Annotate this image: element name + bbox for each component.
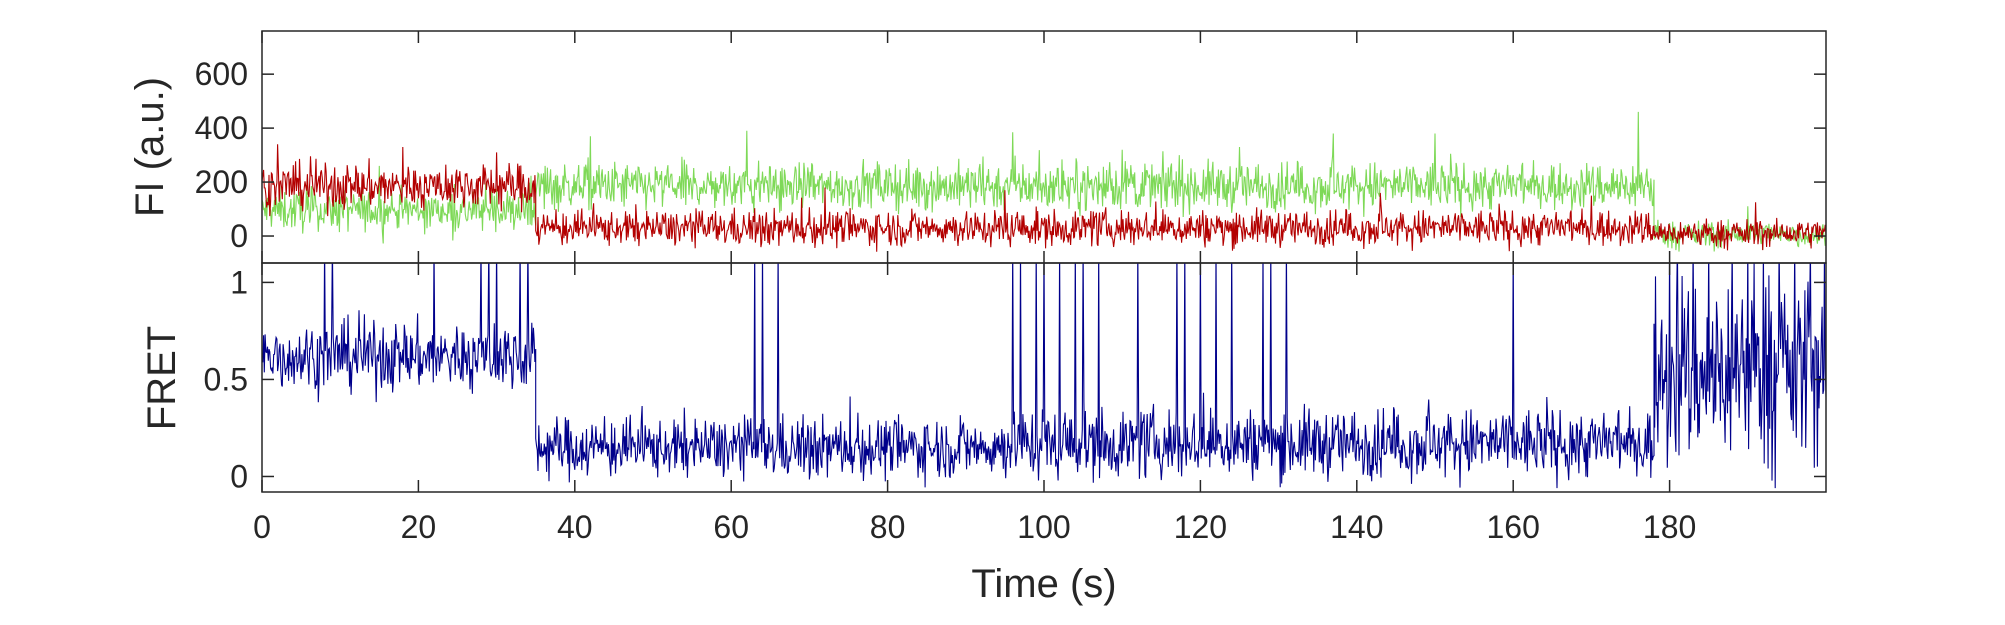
x-tick-label: 20 [401, 509, 437, 545]
time-x-ticks: 0 20 40 60 80 100 120 140 160 180 [253, 509, 1696, 545]
x-tick-label: 120 [1174, 509, 1227, 545]
x-tick-label: 180 [1643, 509, 1696, 545]
fluorescence-panel: 0 200 400 600 FI (a.u.) [128, 30, 1827, 264]
y-tick-label: 600 [195, 56, 248, 92]
y-tick-label: 0 [230, 218, 248, 254]
fluorescence-y-axis-label: FI (a.u.) [128, 77, 172, 217]
y-tick-label: 0 [230, 458, 248, 494]
y-tick-label: 1 [230, 264, 248, 300]
trace-line-0-1 [262, 144, 1826, 252]
y-tick-label: 200 [195, 164, 248, 200]
time-x-axis-label: Time (s) [971, 562, 1116, 606]
x-tick-label: 100 [1017, 509, 1070, 545]
fret-traces [262, 263, 1826, 489]
fret-y-ticks: 00.51 [204, 264, 1826, 494]
x-tick-label: 40 [557, 509, 593, 545]
trace-line-1-0 [262, 263, 1826, 489]
x-tick-label: 60 [713, 509, 749, 545]
x-tick-label: 80 [870, 509, 906, 545]
x-tick-label: 0 [253, 509, 271, 545]
fluorescence-traces [262, 111, 1826, 252]
fluorescence-y-ticks: 0 200 400 600 [195, 56, 1826, 254]
y-tick-label: 0.5 [204, 361, 248, 397]
fret-y-axis-label: FRET [140, 326, 184, 430]
fluorescence-axes-box [261, 30, 1827, 264]
trace-line-0-0 [262, 111, 1826, 252]
fret-panel: 00.51 0 20 40 60 80 100 120 140 160 180 FRET Time… [140, 262, 1827, 606]
x-tick-label: 140 [1330, 509, 1383, 545]
x-tick-label: 160 [1487, 509, 1540, 545]
y-tick-label: 400 [195, 110, 248, 146]
